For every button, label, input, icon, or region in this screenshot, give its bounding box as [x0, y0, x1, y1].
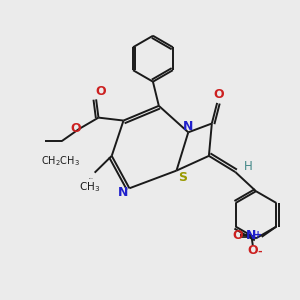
Text: N: N	[118, 186, 129, 199]
Text: O: O	[213, 88, 224, 101]
Text: O: O	[95, 85, 106, 98]
Text: N: N	[246, 229, 256, 242]
Text: O: O	[232, 229, 243, 242]
Text: O: O	[70, 122, 81, 135]
Text: H: H	[243, 160, 252, 173]
Text: -: -	[257, 247, 262, 257]
Text: S: S	[178, 171, 187, 184]
Text: methyl: methyl	[89, 177, 94, 178]
Text: O: O	[248, 244, 258, 256]
Text: CH$_3$: CH$_3$	[79, 180, 100, 194]
Text: CH$_2$CH$_3$: CH$_2$CH$_3$	[41, 154, 80, 168]
Text: N: N	[183, 120, 194, 133]
Text: +: +	[254, 230, 262, 240]
